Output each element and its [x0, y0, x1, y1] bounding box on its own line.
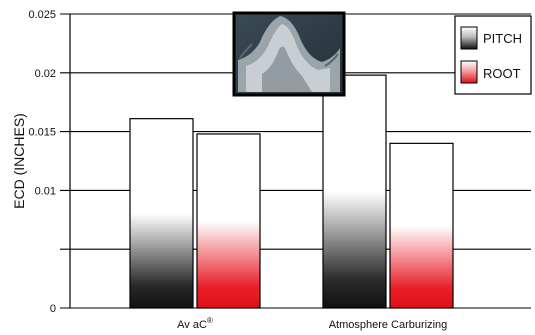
x-category-superscript: ®	[207, 316, 213, 325]
x-category-label: Atmosphere Carburizing	[329, 319, 448, 331]
y-tick-label: 0	[50, 303, 56, 315]
legend-swatch-root	[460, 60, 478, 84]
legend-label-root: ROOT	[483, 66, 521, 81]
y-axis-ticks: 0 0.01 0.015 0.02 0.025	[28, 9, 56, 315]
y-tick-label: 0.015	[28, 127, 56, 139]
bar-pitch-0	[129, 118, 194, 309]
gear-micrograph-inset	[232, 11, 346, 97]
y-axis-title: ECD (INCHES)	[11, 113, 27, 209]
legend: PITCH ROOT	[454, 15, 532, 95]
x-axis-labels: Av aC® Atmosphere Carburizing	[177, 316, 447, 331]
legend-label-pitch: PITCH	[483, 31, 522, 46]
bar-root-0	[196, 133, 261, 309]
x-category-text: Atmosphere Carburizing	[329, 319, 448, 331]
y-tick-label: 0.02	[35, 68, 56, 80]
y-tick-label: 0.025	[28, 9, 56, 21]
x-category-text: Av aC	[177, 319, 207, 331]
bar-pitch-1	[322, 74, 387, 309]
bars	[129, 74, 454, 309]
y-tick-label: 0.01	[35, 185, 56, 197]
x-category-label: Av aC®	[177, 316, 213, 331]
bar-root-1	[389, 142, 454, 309]
legend-swatch-pitch	[460, 26, 478, 50]
